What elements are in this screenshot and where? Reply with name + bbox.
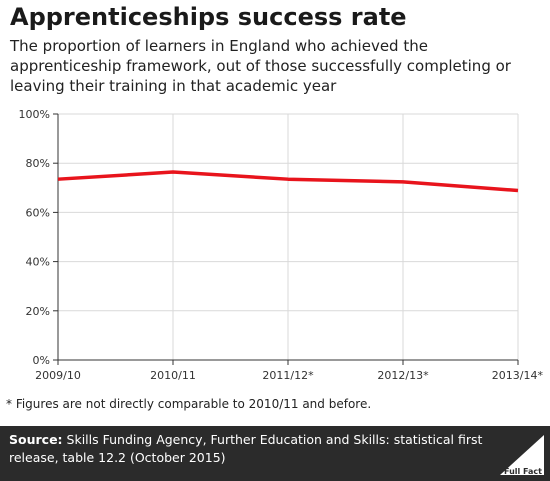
x-tick-label: 2011/12*: [262, 369, 314, 382]
chart-title: Apprenticeships success rate: [10, 3, 407, 31]
y-tick-label: 20%: [26, 305, 50, 318]
source-footer: Source: Skills Funding Agency, Further E…: [0, 426, 550, 481]
x-tick-label: 2013/14*: [492, 369, 544, 382]
source-detail: Skills Funding Agency, Further Education…: [9, 432, 483, 465]
source-label: Source:: [9, 432, 63, 447]
logo-text: Full Fact: [504, 467, 542, 476]
y-tick-label: 40%: [26, 256, 50, 269]
y-tick-label: 80%: [26, 157, 50, 170]
x-tick-label: 2012/13*: [377, 369, 429, 382]
chart-subtitle: The proportion of learners in England wh…: [10, 37, 511, 95]
footnote: * Figures are not directly comparable to…: [6, 397, 372, 411]
source-text: Source: Skills Funding Agency, Further E…: [9, 431, 489, 467]
x-tick-label: 2009/10: [35, 369, 81, 382]
full-fact-logo-icon: [500, 435, 544, 475]
x-tick-label: 2010/11: [150, 369, 196, 382]
line-chart: 0% 20% 40% 60% 80% 100% 2009/10 2010/11 2011/12*…: [19, 108, 544, 382]
y-tick-label: 0%: [33, 354, 50, 367]
y-tick-label: 60%: [26, 206, 50, 219]
y-tick-label: 100%: [19, 108, 50, 121]
